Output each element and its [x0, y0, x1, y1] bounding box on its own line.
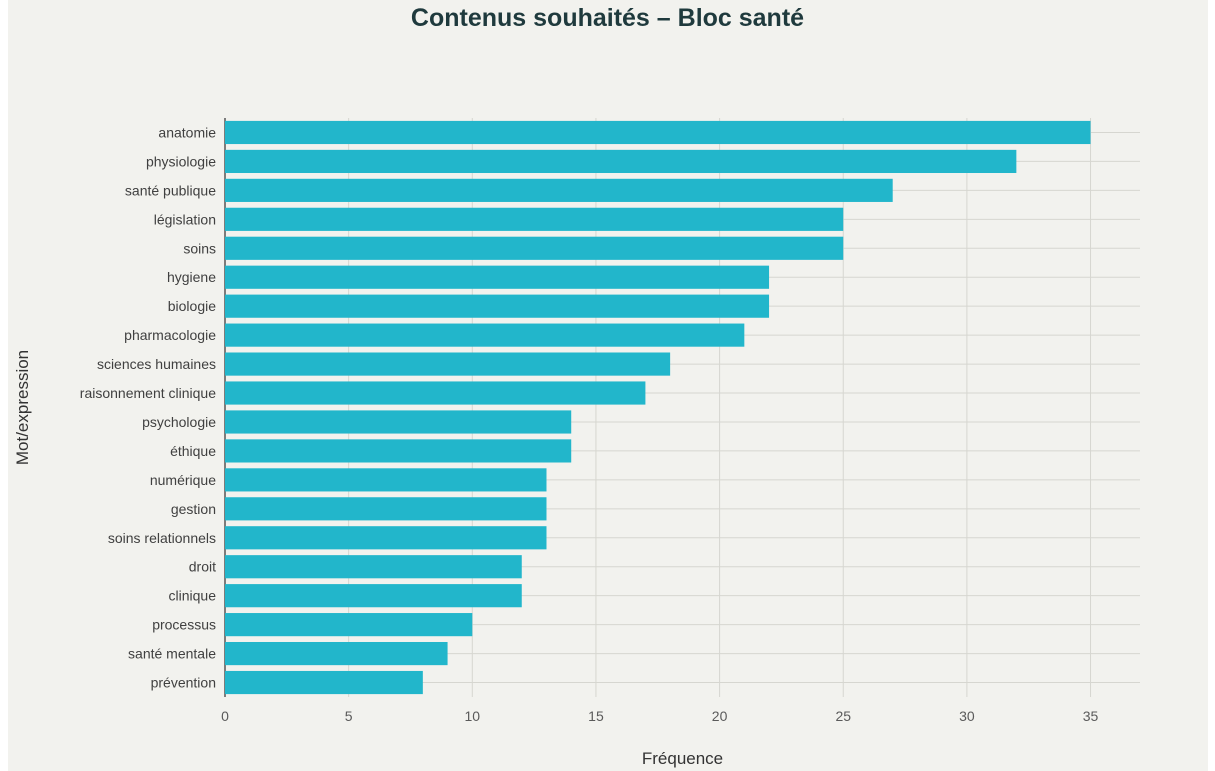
- x-tick-label: 20: [712, 708, 728, 724]
- category-label: gestion: [171, 501, 216, 517]
- bar: [225, 265, 770, 289]
- x-tick-label: 25: [835, 708, 851, 724]
- category-label: droit: [189, 559, 216, 575]
- bar: [225, 410, 572, 434]
- category-label: processus: [152, 617, 216, 633]
- bar: [225, 555, 522, 579]
- x-tick-label: 0: [221, 708, 229, 724]
- bar: [225, 439, 572, 463]
- bar: [225, 352, 671, 376]
- bar: [225, 236, 844, 260]
- bar: [225, 613, 473, 637]
- x-tick-label: 5: [345, 708, 353, 724]
- category-label: numérique: [150, 472, 216, 488]
- category-label: psychologie: [142, 414, 216, 430]
- category-label: prévention: [151, 675, 216, 691]
- bar: [225, 178, 893, 202]
- category-label: clinique: [169, 588, 217, 604]
- bar: [225, 468, 547, 492]
- category-label: anatomie: [158, 124, 216, 140]
- category-label: législation: [154, 211, 216, 227]
- bar: [225, 381, 646, 405]
- bar: [225, 641, 448, 666]
- category-label: soins: [183, 240, 216, 256]
- category-label: hygiene: [167, 269, 216, 285]
- chart-title: Contenus souhaités – Bloc santé: [410, 4, 805, 32]
- bar: [225, 207, 844, 231]
- category-label: santé publique: [125, 182, 216, 198]
- x-tick-label: 35: [1083, 708, 1099, 724]
- category-label: raisonnement clinique: [80, 385, 216, 401]
- y-axis-title: Mot/expression: [13, 350, 32, 465]
- category-label: éthique: [170, 443, 216, 459]
- bar: [225, 670, 423, 695]
- bar: [225, 584, 522, 608]
- category-label: biologie: [168, 298, 216, 314]
- category-label: soins relationnels: [108, 530, 216, 546]
- bar: [225, 294, 770, 318]
- bar: [225, 120, 1091, 145]
- bar: [225, 323, 745, 347]
- category-label: physiologie: [146, 153, 216, 169]
- bar: [225, 497, 547, 521]
- category-label: sciences humaines: [97, 356, 216, 372]
- x-tick-label: 10: [465, 708, 481, 724]
- category-label: santé mentale: [128, 646, 216, 662]
- x-tick-label: 30: [959, 708, 975, 724]
- x-axis-title: Fréquence: [642, 749, 723, 768]
- bar: [225, 149, 1017, 174]
- bar: [225, 526, 547, 550]
- category-label: pharmacologie: [124, 327, 216, 343]
- x-tick-label: 15: [588, 708, 604, 724]
